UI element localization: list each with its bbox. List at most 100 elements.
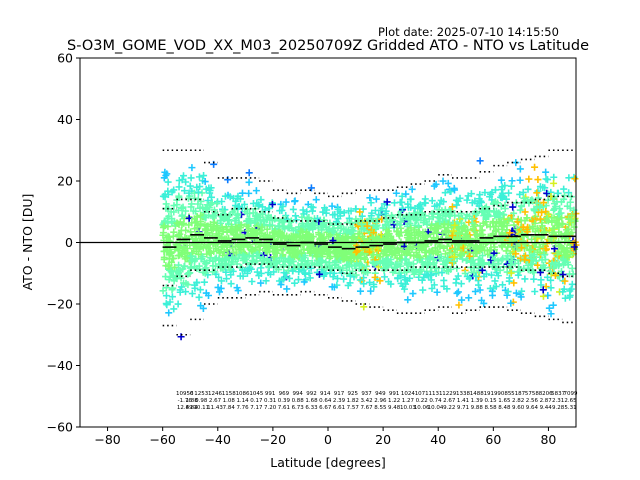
data-point [410,226,418,234]
data-point [368,233,376,241]
data-point [567,285,575,293]
data-point [182,226,190,234]
bin-annotation-std: 7.76 [236,405,249,411]
data-point [542,175,550,183]
x-tick-label: −40 [205,432,231,447]
data-point [342,226,350,234]
data-point [381,273,389,281]
bin-annotation-mean: 2.82 [512,398,524,404]
data-point [201,265,209,273]
data-point [262,277,270,285]
data-point [512,289,520,297]
data-point [477,245,485,253]
data-point [277,281,285,289]
data-point [544,291,552,299]
data-point [319,208,327,216]
data-point [382,216,390,224]
data-point [304,216,312,224]
data-point [291,279,299,287]
data-point [430,281,438,289]
data-point [545,304,553,312]
data-point [287,232,295,240]
data-point [376,259,384,267]
data-point [536,215,544,223]
data-point [507,182,515,190]
data-point [306,274,314,282]
data-point [550,179,558,187]
data-point [501,182,509,190]
data-point [442,212,450,220]
data-point [550,264,558,272]
data-point [482,214,490,222]
data-point [298,219,306,227]
data-point [555,210,563,218]
data-point [381,264,389,272]
data-point [504,288,512,296]
data-point [340,209,348,217]
data-point [275,277,283,285]
data-point [402,248,410,256]
data-point [456,251,464,259]
data-point [231,255,239,263]
data-point [548,259,556,267]
data-point [178,221,186,229]
data-point [195,173,203,181]
data-point [206,220,214,228]
data-point [192,207,200,215]
data-point [441,206,449,214]
data-point [436,217,444,225]
data-point [281,273,289,281]
data-point [282,198,290,206]
bin-annotation-count: 1488 [470,391,484,397]
data-point [481,189,489,197]
data-point [165,205,173,213]
data-point [426,271,434,279]
data-point [369,259,377,267]
data-point [203,222,211,230]
data-point [162,292,170,300]
data-point [171,263,179,271]
data-point [175,261,183,269]
data-point [550,173,558,181]
y-tick-label: 40 [57,112,73,127]
data-point [506,238,514,246]
data-point [464,192,472,200]
data-point [479,252,487,260]
data-point [227,280,235,288]
data-point [243,259,251,267]
data-point [553,250,561,258]
data-point [431,202,439,210]
bin-annotation-count: 1131 [428,391,442,397]
data-point [178,204,186,212]
data-point [196,204,204,212]
data-point [330,269,338,277]
data-point [224,262,232,270]
data-point [405,258,413,266]
data-point [367,287,375,295]
data-point [309,233,317,241]
chart-title: S-O3M_GOME_VOD_XX_M03_20250709Z Gridded … [67,38,589,54]
data-point [398,192,406,200]
data-point [465,294,473,302]
bin-annotation-std: 5.31 [564,405,576,411]
data-point [525,175,533,183]
data-point [505,274,513,282]
data-point [207,193,215,201]
data-point [409,267,417,275]
bin-annotation-count: 914 [320,391,331,397]
data-point [326,219,334,227]
data-point [440,276,448,284]
data-point [408,185,416,193]
data-point [404,296,412,304]
data-point [334,205,342,213]
data-point [360,267,368,275]
data-point [407,203,415,211]
data-point [530,275,538,283]
data-point [307,264,315,272]
data-point [441,224,449,232]
data-point [289,205,297,213]
bin-annotation-std: 9.60 [512,405,525,411]
data-point [207,184,215,192]
data-point [512,159,520,167]
data-point [358,221,366,229]
